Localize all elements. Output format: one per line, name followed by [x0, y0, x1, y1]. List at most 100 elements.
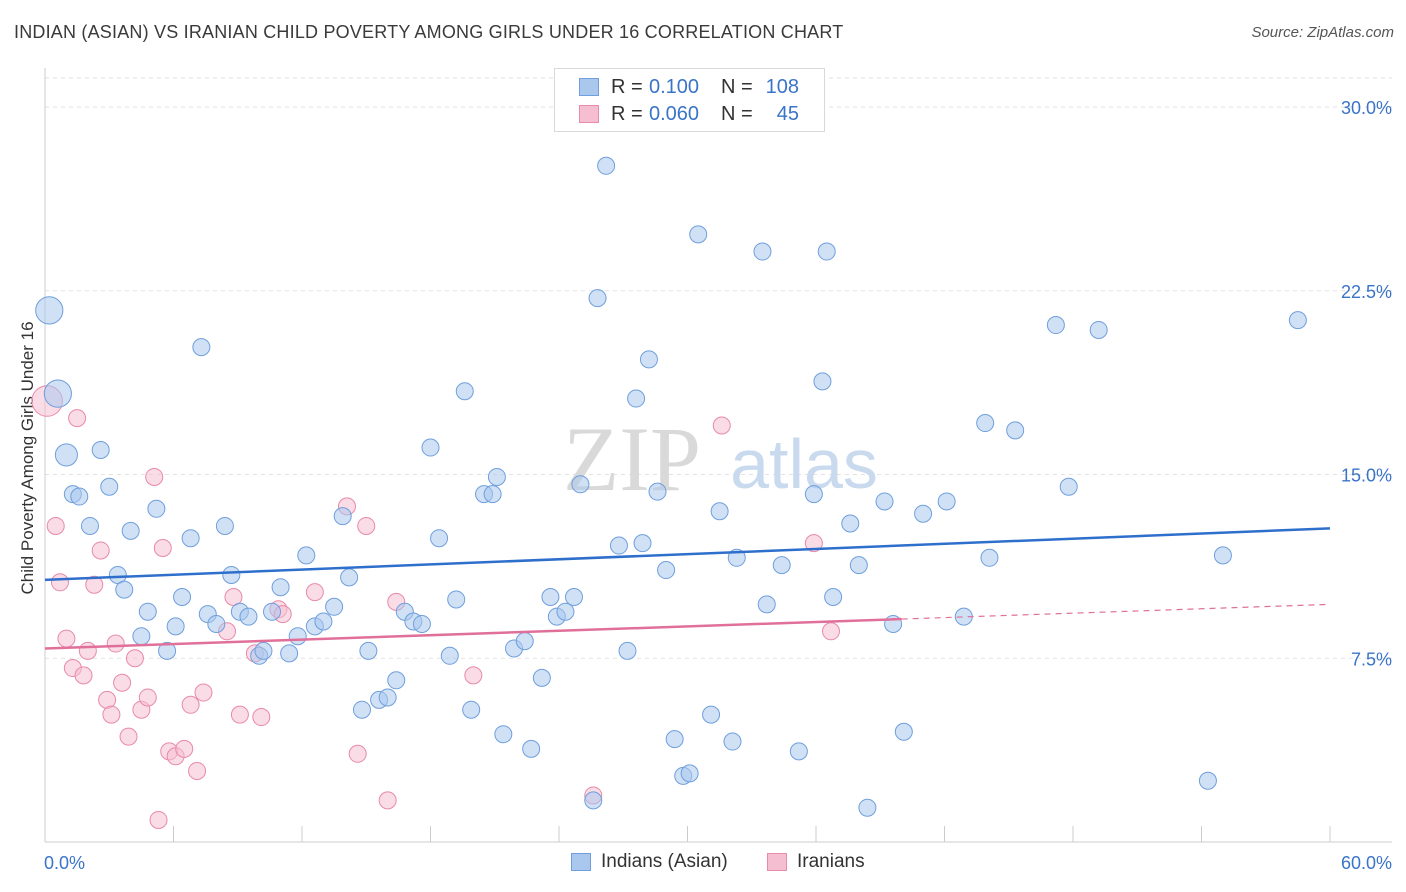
indian-trend-line	[44, 527, 1331, 582]
indian-point	[359, 641, 378, 660]
indian-point	[333, 507, 352, 526]
indian-point	[147, 499, 166, 518]
indian-point	[239, 607, 258, 626]
indian-point	[314, 612, 333, 631]
indian-point	[352, 700, 371, 719]
x-tick-label: 60.0%	[1341, 853, 1392, 873]
iranian-point	[138, 688, 157, 707]
iranian-point	[378, 791, 397, 810]
watermark-zip: ZIP	[563, 408, 701, 510]
indian-point	[254, 641, 273, 660]
iranian-point	[85, 575, 104, 594]
indian-point	[297, 546, 316, 565]
indian-point	[515, 632, 534, 651]
iranian-n-value: 45	[776, 102, 799, 125]
indian-point	[556, 602, 575, 621]
indian-point	[633, 534, 652, 553]
tick-labels: 7.5% 15.0% 22.5% 30.0% 0.0% 60.0%	[44, 98, 1392, 873]
indian-point	[455, 382, 474, 401]
watermark: ZIP atlas	[563, 408, 878, 510]
iranian-point	[464, 666, 483, 685]
iranian-trend-extension	[901, 603, 1331, 620]
iranian-point	[78, 641, 97, 660]
indian-point	[70, 487, 89, 506]
indian-point	[639, 350, 658, 369]
indian-point	[627, 389, 646, 408]
indian-point	[858, 798, 877, 817]
stats-legend: R = 0.100 N = 108 R = 0.060 N = 45	[554, 68, 825, 132]
indian-point	[1046, 316, 1065, 335]
indian-point	[115, 580, 134, 599]
indian-point	[412, 614, 431, 633]
watermark-atlas: atlas	[730, 425, 878, 503]
indian-point	[597, 156, 616, 175]
indian-point	[325, 597, 344, 616]
indian-point	[121, 521, 140, 540]
indian-swatch	[579, 78, 599, 96]
indian-point	[753, 242, 772, 261]
indian-legend-label: Indians (Asian)	[601, 851, 728, 872]
indian-point	[158, 641, 177, 660]
indian-point	[215, 516, 234, 535]
indian-point	[288, 627, 307, 646]
indian-point	[541, 588, 560, 606]
indian-point	[1288, 311, 1307, 330]
iranian-point	[149, 810, 168, 829]
y-tick-label: 22.5%	[1341, 282, 1392, 302]
iranian-r-label: R =	[611, 102, 643, 125]
indian-point	[689, 225, 708, 244]
iranian-point	[230, 705, 249, 724]
indian-r-value: 0.100	[649, 75, 700, 98]
indian-legend-swatch	[571, 853, 591, 871]
legend-row-iranian: R = 0.060 N = 45	[579, 102, 799, 126]
indian-point	[723, 732, 742, 751]
iranian-point	[91, 541, 110, 560]
iranian-point	[821, 622, 840, 641]
indian-point	[824, 588, 843, 606]
bottom-legend-indian: Indians (Asian)	[571, 851, 728, 873]
x-tick-label: 0.0%	[44, 853, 85, 873]
iranian-point	[252, 708, 271, 727]
trend-lines	[44, 527, 1331, 650]
indian-point	[100, 477, 119, 496]
iranian-r-value: 0.060	[649, 102, 700, 125]
iranian-n-label: N =	[721, 102, 753, 125]
indian-point	[132, 627, 151, 646]
indian-point	[91, 441, 110, 459]
indian-point	[1198, 771, 1217, 790]
iranian-point	[119, 727, 138, 746]
indian-point	[1006, 421, 1025, 440]
indian-point	[680, 764, 699, 783]
indian-point	[494, 725, 513, 744]
iranian-point	[125, 649, 144, 668]
indian-point	[462, 700, 481, 719]
iranian-point	[804, 534, 823, 553]
iranian-point	[50, 573, 69, 592]
indian-point	[914, 504, 933, 523]
iranian-legend-label: Iranians	[797, 851, 865, 872]
indian-point	[280, 644, 299, 663]
indian-point	[387, 671, 406, 690]
indian-point	[80, 516, 99, 535]
indian-point	[483, 485, 502, 504]
indian-point	[584, 791, 603, 810]
axes	[44, 68, 1392, 843]
indian-point	[522, 739, 541, 758]
iranian-point	[102, 705, 121, 724]
indian-point	[980, 548, 999, 567]
y-tick-label: 7.5%	[1351, 649, 1392, 669]
indian-point	[571, 475, 590, 494]
indian-point	[222, 565, 241, 584]
iranian-point	[305, 583, 324, 602]
indian-point	[937, 492, 956, 511]
indian-point	[894, 722, 913, 741]
indian-point	[340, 568, 359, 587]
y-tick-label: 30.0%	[1341, 98, 1392, 118]
iranian-point	[68, 409, 87, 428]
indian-point	[588, 289, 607, 308]
indian-point	[166, 617, 185, 636]
iranian-points	[31, 385, 840, 829]
indian-point	[430, 529, 449, 548]
indian-point	[702, 705, 721, 724]
